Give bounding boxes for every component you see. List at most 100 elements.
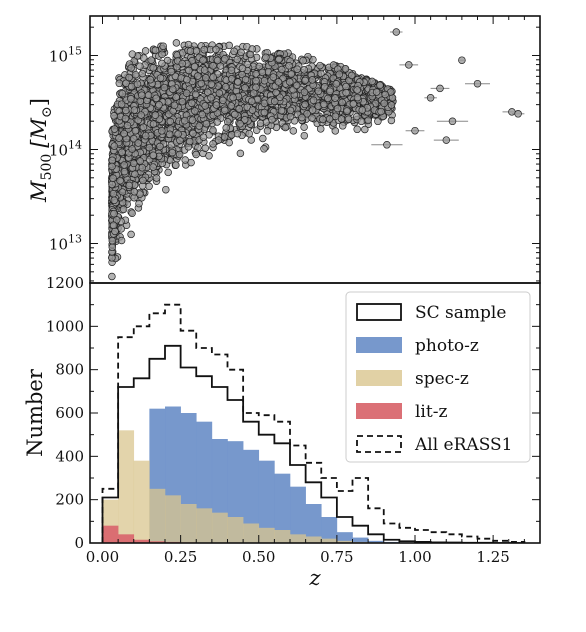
- scatter-point: [162, 185, 170, 194]
- legend-swatch-sc: [356, 303, 402, 321]
- scatter-point: [120, 129, 128, 138]
- outlier-point: [392, 28, 401, 36]
- scatter-point: [188, 99, 196, 107]
- scatter-point: [231, 110, 239, 119]
- scatter-point: [140, 54, 148, 62]
- scatter-point: [293, 65, 301, 73]
- scatter-point: [110, 209, 118, 218]
- scatter-point: [185, 66, 193, 75]
- scatter-point: [300, 131, 309, 140]
- scatter-point: [123, 121, 132, 130]
- scatter-point: [380, 99, 388, 108]
- scatter-point: [281, 123, 290, 132]
- scatter-point: [152, 174, 161, 182]
- hist-bar-photo: [305, 504, 322, 543]
- scatter-point: [169, 85, 177, 93]
- scatter-point: [158, 127, 166, 135]
- scatter-point: [245, 129, 253, 138]
- scatter-point: [278, 65, 286, 74]
- hist-bar-spec: [336, 540, 353, 543]
- scatter-point: [358, 106, 367, 114]
- scatter-point: [186, 47, 195, 55]
- hist-bar-lit: [102, 525, 119, 543]
- legend-item-photo: photo-z: [356, 336, 479, 356]
- bottom-x-tick-label: 1.00: [398, 548, 431, 566]
- scatter-point: [221, 106, 229, 115]
- legend-item-spec: spec-z: [356, 369, 469, 389]
- hist-bar-spec: [211, 512, 228, 543]
- scatter-point: [122, 106, 130, 115]
- bottom-y-axis-title: Number: [23, 368, 47, 457]
- scatter-point: [353, 86, 361, 94]
- scatter-point: [205, 152, 213, 160]
- scatter-point: [109, 221, 118, 230]
- hist-line-all: [101, 303, 526, 543]
- scatter-point: [300, 88, 309, 96]
- scatter-point: [308, 76, 317, 84]
- number-redshift-panel: 0 200 400 600 800 1000 1200 0.00 0.25 0.50 0.75 1.0…: [23, 274, 541, 590]
- scatter-point: [258, 68, 267, 77]
- scatter-point: [303, 110, 311, 118]
- scatter-point: [151, 111, 160, 119]
- bottom-y-tick-label: 400: [55, 447, 84, 465]
- scatter-point: [300, 66, 308, 74]
- scatter-point: [138, 69, 147, 78]
- scatter-point: [149, 120, 158, 128]
- scatter-point: [117, 236, 126, 245]
- scatter-point: [167, 67, 176, 76]
- scatter-point: [202, 74, 210, 82]
- scatter-point: [127, 230, 135, 239]
- bottom-x-tick-label: 0.75: [320, 548, 353, 566]
- scatter-point: [234, 78, 242, 86]
- scatter-point: [353, 93, 362, 102]
- scatter-point: [259, 134, 267, 143]
- scatter-point: [331, 127, 340, 135]
- scatter-point: [130, 188, 139, 196]
- scatter-point: [286, 106, 295, 115]
- legend-swatch-lit: [356, 403, 402, 419]
- scatter-point: [134, 139, 142, 147]
- hist-bar-spec: [258, 527, 275, 543]
- scatter-point: [349, 100, 358, 108]
- scatter-point: [233, 129, 242, 138]
- scatter-point: [108, 243, 117, 252]
- scatter-point: [110, 125, 119, 133]
- scatter-point: [207, 80, 216, 89]
- scatter-point: [156, 74, 165, 82]
- scatter-point: [387, 116, 396, 125]
- scatter-point: [289, 127, 298, 135]
- scatter-point: [189, 129, 197, 138]
- legend-swatch-spec: [356, 370, 402, 386]
- scatter-point: [364, 116, 372, 125]
- scatter-point: [221, 83, 230, 91]
- scatter-point: [115, 134, 123, 142]
- scatter-point: [357, 117, 366, 126]
- scatter-point: [324, 94, 332, 103]
- scatter-point: [135, 199, 143, 208]
- scatter-point: [227, 66, 236, 75]
- legend: SC sample photo-z spec-z lit-z All eRASS1: [345, 291, 531, 463]
- bottom-y-tick-label: 200: [55, 491, 84, 509]
- scatter-point: [144, 91, 153, 99]
- legend-item-all: All eRASS1: [356, 435, 513, 455]
- scatter-point: [209, 126, 217, 134]
- scatter-point: [286, 112, 295, 121]
- top-x-ticks: [102, 16, 525, 24]
- scatter-point: [109, 189, 118, 198]
- hist-bar-lit: [149, 541, 166, 543]
- scatter-point: [331, 112, 340, 121]
- hist-bar-spec: [180, 504, 197, 543]
- top-y-axis-title: M500[M⊙]: [27, 98, 55, 203]
- outlier-point: [473, 79, 482, 88]
- scatter-point: [138, 163, 146, 172]
- scatter-point: [260, 108, 269, 117]
- scatter-point: [195, 122, 203, 130]
- scatter-point: [381, 90, 389, 99]
- scatter-point: [122, 79, 130, 87]
- scatter-point: [344, 115, 353, 123]
- scatter-point: [130, 106, 139, 114]
- scatter-point: [213, 56, 222, 65]
- scatter-point: [199, 133, 208, 141]
- scatter-point: [308, 106, 317, 114]
